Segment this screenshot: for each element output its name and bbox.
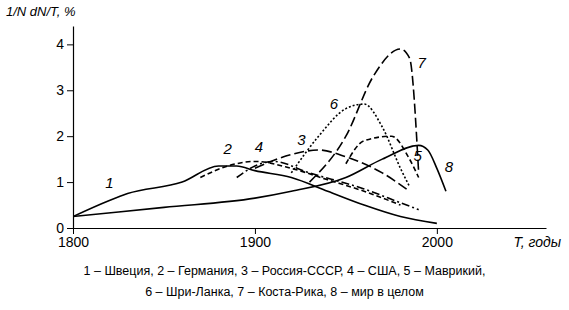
- series-line: [237, 161, 419, 209]
- caption-line: 6 – Шри-Ланка, 7 – Коста-Рика, 8 – мир в…: [145, 285, 424, 299]
- x-tick: 1900: [240, 228, 271, 250]
- y-axis-title: 1/N dN/T, %: [6, 4, 76, 19]
- y-tick-label: 2: [56, 128, 64, 144]
- curve-label: 8: [445, 158, 454, 175]
- x-tick-label: 1800: [58, 234, 89, 250]
- curve-label: 2: [222, 140, 232, 157]
- curve-label: 6: [330, 95, 339, 112]
- series-line: [310, 49, 419, 182]
- series-line: [200, 161, 400, 205]
- curve-label: 4: [255, 138, 263, 155]
- curve-label: 5: [413, 147, 422, 164]
- x-tick-label: 1900: [240, 234, 271, 250]
- y-axis-line: [73, 27, 74, 229]
- caption: 1 – Швеция, 2 – Германия, 3 – Россия-ССС…: [84, 264, 486, 299]
- y-tick: 3: [56, 82, 73, 98]
- y-tick: 1: [56, 174, 73, 190]
- curve-labels: 1 2 3 4 5 6 7 8: [105, 54, 453, 191]
- chart: 1800 1900 2000 0 1 2 3 4 1 2 3 4 5 6 7 8 1/N dN/T, % T, г…: [0, 0, 569, 310]
- x-axis: 1800 1900 2000: [58, 228, 547, 250]
- curve-label: 1: [105, 174, 113, 191]
- caption-line: 1 – Швеция, 2 – Германия, 3 – Россия-ССС…: [84, 264, 486, 278]
- y-axis: 0 1 2 3 4: [56, 27, 73, 236]
- series-line: [73, 145, 446, 216]
- y-tick-mark: [67, 44, 73, 45]
- plot-area: [73, 49, 446, 223]
- y-tick-mark: [67, 182, 73, 183]
- x-tick-label: 2000: [422, 234, 453, 250]
- x-axis-title: T, годы: [513, 234, 561, 250]
- y-tick: 2: [56, 128, 73, 144]
- y-tick-mark: [67, 228, 73, 229]
- y-tick-label: 1: [56, 174, 64, 190]
- series-line: [291, 104, 409, 187]
- y-tick: 4: [56, 36, 73, 52]
- y-tick-label: 0: [56, 220, 64, 236]
- y-tick-label: 4: [56, 36, 64, 52]
- x-tick: 2000: [422, 228, 453, 250]
- series-line: [73, 166, 437, 223]
- y-tick: 0: [56, 220, 73, 236]
- curve-label: 7: [417, 54, 426, 71]
- curve-label: 3: [297, 131, 306, 148]
- x-axis-line: [74, 228, 547, 229]
- y-tick-label: 3: [56, 82, 64, 98]
- y-tick-mark: [67, 90, 73, 91]
- y-tick-mark: [67, 136, 73, 137]
- series-line: [346, 136, 419, 177]
